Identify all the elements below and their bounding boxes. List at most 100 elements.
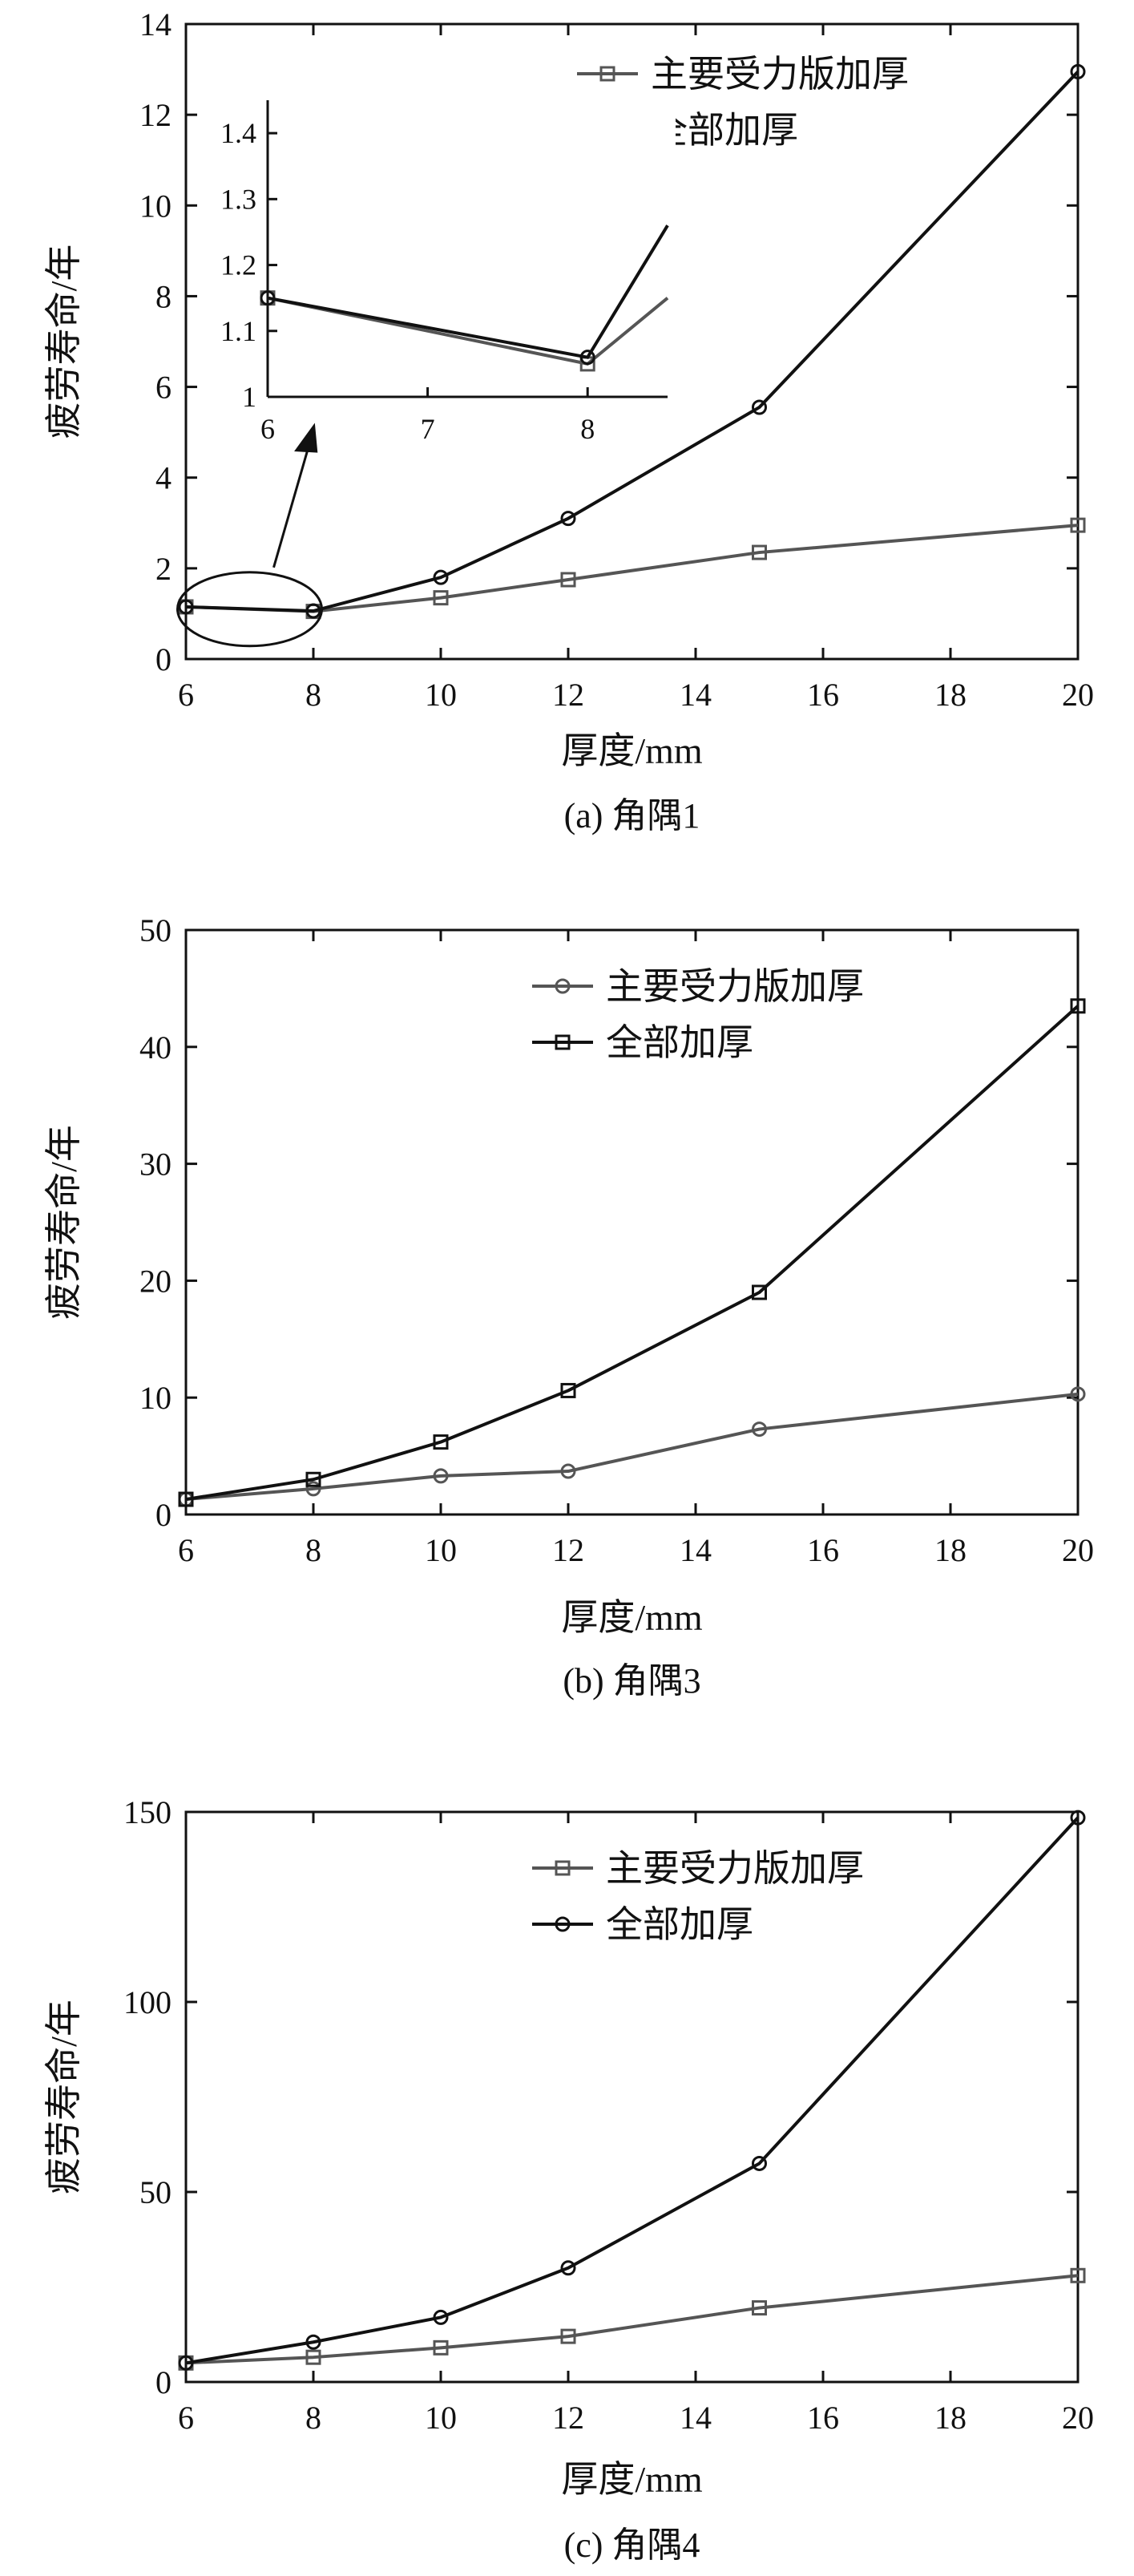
plot-frame [184, 22, 1080, 661]
legend-marker-1 [555, 978, 571, 994]
zoom-arrow-head [294, 423, 318, 453]
y-tick-label: 10 [139, 1380, 172, 1416]
x-tick-label: 20 [1062, 1532, 1094, 1568]
series-1-point [1070, 2267, 1086, 2283]
x-tick-label: 20 [1062, 2400, 1094, 2436]
series-1-point [752, 1421, 767, 1438]
y-tick-label: 14 [139, 6, 172, 42]
chart-panel-b: 6 8 10 12 14 16 18 20 0 10 20 30 40 50 厚度/mm 疲劳寿命/年 (b) … [43, 912, 1094, 1700]
inset-y-tick-label: 1.2 [220, 249, 256, 281]
zoom-arrow-line [272, 432, 314, 568]
x-tick-label: 16 [807, 2400, 839, 2436]
inset-y-tick-label: 1.4 [220, 117, 256, 149]
y-tick-label: 100 [123, 1984, 172, 2020]
y-tick-label: 40 [139, 1029, 172, 1066]
series-2-point [560, 511, 576, 527]
x-tick-label: 12 [552, 1532, 584, 1568]
x-tick-label: 16 [807, 677, 839, 713]
series-2-point [305, 2334, 321, 2350]
x-axis-title: 厚度/mm [561, 1597, 703, 1638]
x-tick-label: 8 [305, 2400, 321, 2436]
x-tick-label: 6 [178, 2400, 194, 2436]
series-1-point [1070, 517, 1086, 533]
series-1-point [560, 2328, 576, 2344]
series-1-point [752, 2300, 767, 2316]
series-2-point [752, 399, 767, 415]
x-tick-label: 16 [807, 1532, 839, 1568]
panel-caption: (a) 角隅1 [564, 796, 700, 835]
chart-panel-c: 6 8 10 12 14 16 18 20 0 50 100 150 厚度/mm 疲劳寿命/年 (c) 角隅… [43, 1794, 1094, 2565]
series-2-point [305, 603, 321, 619]
panel-caption: (c) 角隅4 [564, 2525, 700, 2565]
y-tick-label: 0 [155, 641, 172, 677]
inset-series-2-point [260, 290, 276, 306]
series-2-point [752, 1284, 767, 1300]
x-tick-label: 14 [680, 677, 712, 713]
zoom-ellipse [176, 571, 323, 648]
legend-marker-1 [599, 66, 615, 82]
series-1-point [305, 2349, 321, 2365]
panel-caption: (b) 角隅3 [563, 1661, 700, 1700]
series-2-point [560, 2260, 576, 2276]
series-2-line [185, 1816, 1080, 2365]
x-tick-label: 10 [425, 1532, 457, 1568]
legend-label-1: 主要受力版加厚 [651, 54, 909, 95]
y-tick-label: 2 [155, 551, 172, 587]
legend-marker-2 [555, 1916, 571, 1932]
series-1-line [185, 1392, 1079, 1502]
plot-frame [184, 1810, 1080, 2384]
y-axis-title: 疲劳寿命/年 [43, 2000, 84, 2194]
y-tick-label: 20 [139, 1263, 172, 1299]
series-2-point [752, 2155, 767, 2171]
x-tick-label: 6 [178, 677, 194, 713]
series-2-line [185, 1005, 1080, 1502]
series-2-point [178, 2355, 194, 2371]
legend-label-1: 主要受力版加厚 [606, 966, 864, 1007]
x-tick-label: 8 [305, 677, 321, 713]
y-tick-label: 8 [155, 278, 172, 314]
inset-y-tick-label: 1.1 [220, 315, 256, 347]
series-1-point [305, 1481, 321, 1497]
series-1-point [433, 2339, 449, 2356]
series-2-point [433, 2309, 449, 2325]
x-axis-title: 厚度/mm [561, 2459, 703, 2500]
series-1-point [433, 1468, 449, 1484]
series-2-point [1070, 1810, 1086, 1826]
plot-frame [184, 928, 1080, 1516]
y-tick-label: 6 [155, 370, 172, 406]
x-tick-label: 18 [934, 677, 967, 713]
x-tick-label: 12 [552, 2400, 584, 2436]
series-2-point [433, 1434, 449, 1450]
x-tick-label: 18 [934, 2400, 967, 2436]
x-tick-label: 12 [552, 677, 584, 713]
y-tick-label: 0 [155, 2364, 172, 2400]
inset-x-tick-label: 8 [580, 413, 595, 445]
legend-marker-2 [555, 1034, 571, 1050]
y-tick-label: 4 [155, 460, 172, 496]
series-2-point [560, 1382, 576, 1398]
inset-background [268, 92, 676, 398]
series-2-point [1070, 998, 1086, 1014]
x-tick-label: 14 [680, 1532, 712, 1568]
series-2-point [305, 1471, 321, 1487]
series-2-point [1070, 63, 1086, 79]
x-axis-title: 厚度/mm [561, 730, 703, 771]
y-tick-label: 150 [123, 1794, 172, 1830]
series-2-line [185, 71, 1080, 613]
x-tick-label: 8 [305, 1532, 321, 1568]
series-2-point [178, 599, 194, 615]
y-tick-label: 50 [139, 2174, 172, 2210]
y-tick-label: 10 [139, 188, 172, 224]
x-tick-label: 10 [425, 2400, 457, 2436]
y-tick-label: 50 [139, 912, 172, 948]
legend-marker-1 [555, 1860, 571, 1876]
x-tick-label: 6 [178, 1532, 194, 1568]
series-1-point [560, 572, 576, 588]
chart-panel-a: 6 8 10 12 14 16 18 2002468101214厚度/mm疲劳寿命/年(a) … [43, 6, 1094, 835]
x-tick-label: 18 [934, 1532, 967, 1568]
series-1-point [752, 544, 767, 560]
series-1-line [185, 2274, 1079, 2365]
inset-y-tick-label: 1.3 [220, 183, 256, 215]
legend-label-2: 全部加厚 [606, 1022, 753, 1063]
x-tick-label: 20 [1062, 677, 1094, 713]
